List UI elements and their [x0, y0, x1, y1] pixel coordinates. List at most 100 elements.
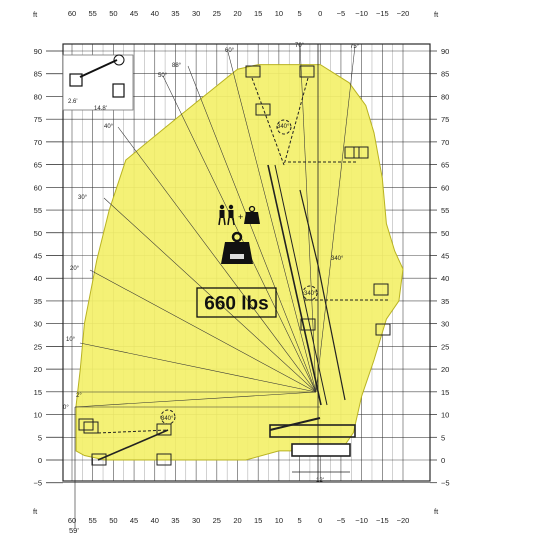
angle-label: 30° — [78, 195, 88, 201]
angle-label: 2° — [76, 393, 82, 399]
y-tick-left: 0 — [38, 456, 42, 465]
base-length-label: 14.8' — [94, 106, 107, 112]
rotation-circle — [276, 119, 292, 135]
boom-angle-lines: 0° 2° 10° 20° 30° 40° 50° 60° 70° 75° 88° — [63, 43, 360, 411]
y-tick-right: −5 — [441, 479, 450, 488]
angle-label: 20° — [70, 266, 80, 272]
x-tick-bottom: 20 — [233, 516, 241, 525]
x-tick-top: 5 — [297, 9, 301, 18]
y-tick-right: 5 — [441, 433, 445, 442]
y-tick-right: 25 — [441, 342, 449, 351]
basket-icon — [83, 421, 99, 434]
track-base — [291, 443, 351, 457]
rotation-label: 340° — [277, 124, 290, 130]
max-outreach-label: 59' — [69, 526, 79, 535]
stowed-boom — [97, 429, 169, 461]
x-tick-bottom: 35 — [171, 516, 179, 525]
boom-angle-line — [103, 197, 317, 393]
basket-icon — [78, 418, 94, 431]
y-tick-left: 70 — [34, 138, 42, 147]
y-tick-right: 55 — [441, 206, 449, 215]
turret — [269, 424, 356, 438]
capacity-label: 660 lbs — [204, 294, 268, 315]
basket-weight-icon — [244, 205, 260, 224]
axis-ticks: 6060555550504545404035353030252520201515… — [33, 9, 450, 525]
y-tick-right: 50 — [441, 229, 449, 238]
rotation-circle — [160, 409, 176, 425]
angle-label: 10° — [66, 337, 76, 343]
y-tick-right: 40 — [441, 274, 449, 283]
y-tick-right: 45 — [441, 252, 449, 261]
y-tick-left: −5 — [33, 479, 42, 488]
rotation-label: 340° — [304, 291, 317, 297]
capacity-box: 660 lbs — [196, 287, 277, 318]
boom-angle-line — [299, 43, 317, 393]
boom-angle-line — [79, 342, 317, 393]
boom-angle-line — [227, 51, 317, 393]
y-tick-left: 30 — [34, 320, 42, 329]
y-tick-left: 35 — [34, 297, 42, 306]
x-tick-bottom: 25 — [213, 516, 221, 525]
extended-boom — [251, 77, 285, 166]
x-tick-top: −15 — [376, 9, 389, 18]
x-tick-bottom: 55 — [89, 516, 97, 525]
x-tick-bottom: −20 — [397, 516, 410, 525]
y-tick-right: 80 — [441, 92, 449, 101]
x-tick-bottom: 40 — [151, 516, 159, 525]
stowed-boom — [97, 429, 169, 434]
y-tick-right: 20 — [441, 365, 449, 374]
grid-border — [62, 43, 431, 482]
boom-angle-line — [315, 45, 356, 393]
y-tick-right: 85 — [441, 70, 449, 79]
x-tick-bottom: 15 — [254, 516, 262, 525]
basket-icon — [156, 423, 172, 436]
x-tick-bottom: 5 — [297, 516, 301, 525]
x-tick-bottom: 45 — [130, 516, 138, 525]
y-tick-left: 5 — [38, 433, 42, 442]
angle-label: 88° — [172, 63, 182, 69]
x-tick-top: 30 — [192, 9, 200, 18]
legend-inset: 2.6' 14.8' — [62, 54, 134, 112]
rotation-label: 340° — [331, 256, 344, 262]
basket-icon — [344, 146, 360, 159]
y-tick-right: 65 — [441, 161, 449, 170]
basket-icon — [255, 103, 271, 116]
basket-icon — [91, 453, 107, 466]
y-tick-right: 90 — [441, 47, 449, 56]
x-tick-top: 20 — [233, 9, 241, 18]
main-boom — [267, 164, 322, 406]
basket-icon — [156, 453, 172, 466]
boom-angle-line — [74, 391, 317, 408]
x-tick-top: −5 — [337, 9, 346, 18]
y-tick-left: 40 — [34, 274, 42, 283]
x-tick-bottom: 10 — [275, 516, 283, 525]
x-tick-bottom: −15 — [376, 516, 389, 525]
y-tick-left: 15 — [34, 388, 42, 397]
basket-icon — [353, 146, 369, 159]
x-tick-top: 35 — [171, 9, 179, 18]
jib-boom — [317, 264, 346, 401]
basket-icon — [245, 65, 261, 78]
x-tick-top: −20 — [397, 9, 410, 18]
rotation-circle — [302, 285, 318, 301]
y-tick-left: 75 — [34, 115, 42, 124]
x-tick-bottom: 0 — [318, 516, 322, 525]
y-tick-right: 0 — [441, 456, 445, 465]
weight-icons: + — [218, 204, 260, 264]
angle-label: 60° — [225, 48, 235, 54]
basket-icon — [299, 65, 315, 78]
plus-sign: + — [238, 212, 243, 222]
x-tick-bottom: 30 — [192, 516, 200, 525]
track-width-label: 12' — [316, 478, 324, 484]
load-weight-icon — [221, 231, 253, 264]
unit-label: ft — [33, 10, 38, 19]
x-tick-bottom: −5 — [337, 516, 346, 525]
angle-label: 40° — [104, 124, 114, 130]
x-tick-top: 40 — [151, 9, 159, 18]
y-tick-left: 20 — [34, 365, 42, 374]
workers-icon — [218, 204, 235, 226]
y-tick-left: 45 — [34, 252, 42, 261]
unit-label: ft — [33, 507, 38, 516]
x-tick-top: 0 — [318, 9, 322, 18]
